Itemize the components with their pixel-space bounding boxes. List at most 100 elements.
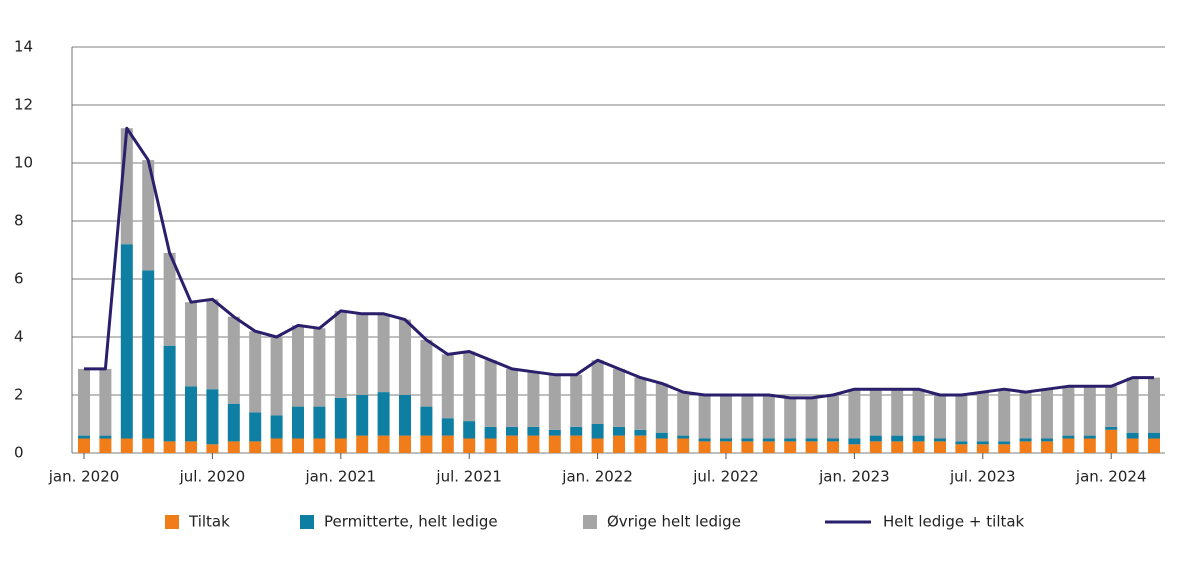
bar-segment <box>848 444 861 453</box>
x-tick-label: jan. 2020 <box>48 468 120 486</box>
bar-segment <box>227 441 240 453</box>
bar-segment <box>527 435 540 453</box>
bar-segment <box>827 395 839 439</box>
bar-segment <box>998 441 1011 445</box>
bar-segment <box>848 438 861 445</box>
y-tick-label: 14 <box>14 38 33 56</box>
bar-segment <box>891 389 904 436</box>
bar-segment <box>185 386 197 442</box>
bar-segment <box>869 389 882 436</box>
bar-segment <box>591 438 604 453</box>
bar-segment <box>698 395 711 439</box>
bar-segment <box>506 435 518 453</box>
bar-segment <box>1148 438 1160 453</box>
bar-segment <box>463 438 476 453</box>
bar-segment <box>976 444 989 453</box>
bar-segment <box>313 438 326 453</box>
bar-segment <box>1126 377 1139 433</box>
bar-segment <box>934 395 946 439</box>
x-tick-label: jan. 2021 <box>305 468 377 486</box>
x-tick-label: jul. 2021 <box>435 468 502 486</box>
bar-segment <box>249 441 262 453</box>
bar-segment <box>655 438 668 453</box>
bar-segment <box>1041 438 1053 442</box>
bar-segment <box>548 429 561 436</box>
bar-segment <box>356 395 369 436</box>
bar-segment <box>827 438 839 442</box>
bar-segment <box>78 368 90 436</box>
bar-segment <box>634 429 647 436</box>
bar-segment <box>762 441 775 453</box>
bar-segment <box>249 412 262 442</box>
bar-segment <box>548 374 561 430</box>
bar-segment <box>99 435 112 439</box>
legend-swatch <box>300 515 314 529</box>
bar-segment <box>292 438 304 453</box>
bar-segment <box>976 392 989 442</box>
bar-segment <box>741 395 754 439</box>
bar-segment <box>292 406 304 439</box>
bar-segment <box>1041 441 1053 453</box>
bar-segment <box>1041 389 1053 439</box>
bar-segment <box>720 395 732 439</box>
bar-segment <box>955 395 968 442</box>
bar-segment <box>955 444 968 453</box>
bar-segment <box>484 426 497 439</box>
bar-segment <box>506 368 518 427</box>
y-tick-label: 8 <box>14 212 24 230</box>
bar-segment <box>784 438 797 442</box>
bar-segment <box>441 435 454 453</box>
bar-segment <box>613 368 625 427</box>
bar-segment <box>1126 438 1139 453</box>
y-tick-label: 4 <box>14 328 24 346</box>
bar-segment <box>484 360 497 427</box>
bar-segment <box>891 441 904 453</box>
bar-segment <box>1019 438 1032 442</box>
bar-segment <box>185 302 197 387</box>
bar-segment <box>120 438 133 453</box>
bar-segment <box>313 328 326 407</box>
bar-segment <box>420 406 433 436</box>
bar-segment <box>227 403 240 442</box>
bar-segment <box>377 313 390 393</box>
bar-segment <box>142 160 155 271</box>
bar-segment <box>634 435 647 453</box>
bar-segment <box>163 252 176 346</box>
bar-segment <box>377 435 390 453</box>
bar-segment <box>805 441 818 453</box>
bar-segment <box>142 438 155 453</box>
line <box>84 126 1154 400</box>
bar-segment <box>720 441 732 453</box>
legend-label: Helt ledige + tiltak <box>883 513 1025 531</box>
x-tick-label: jan. 2022 <box>561 468 633 486</box>
x-tick-label: jul. 2023 <box>949 468 1016 486</box>
bar-segment <box>869 441 882 453</box>
bar-segment <box>506 426 518 436</box>
bar-segment <box>163 345 176 442</box>
bar-segment <box>784 441 797 453</box>
bar-segment <box>998 444 1011 453</box>
bar-segment <box>399 395 411 436</box>
legend-swatch <box>165 515 179 529</box>
x-tick-label: jan. 2024 <box>1075 468 1147 486</box>
bar-segment <box>441 354 454 419</box>
bar-segment <box>1083 438 1096 453</box>
bar-segment <box>1126 432 1139 439</box>
bar-segment <box>292 325 304 407</box>
bar-segment <box>356 313 369 395</box>
bar-segment <box>334 438 347 453</box>
bar-segment <box>78 438 90 453</box>
bar-segment <box>998 389 1011 442</box>
y-tick-label: 6 <box>14 270 24 288</box>
bar-segment <box>613 435 625 453</box>
bar-segment <box>784 397 797 439</box>
bar-segment <box>163 441 176 453</box>
bar-segment <box>270 415 283 439</box>
bar-segment <box>78 435 90 439</box>
bar-segment <box>634 377 647 430</box>
bar-segment <box>1083 386 1096 436</box>
bar-segment <box>1148 432 1160 439</box>
bar-segment <box>570 426 583 436</box>
legend-swatch <box>583 515 597 529</box>
bar-segment <box>720 438 732 442</box>
